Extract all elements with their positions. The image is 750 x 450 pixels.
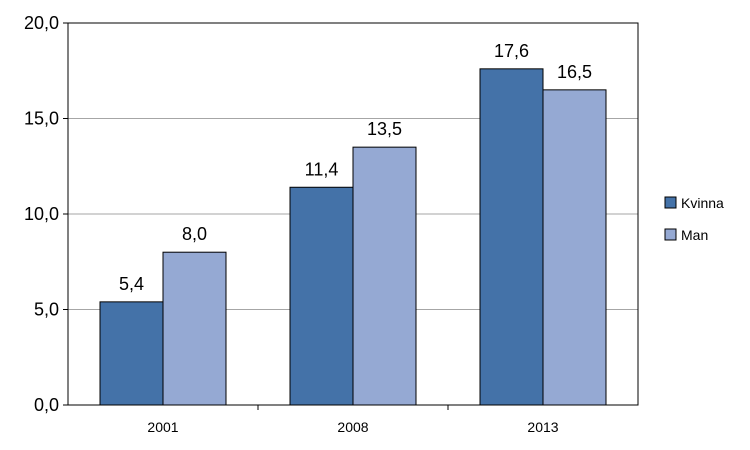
legend-swatch-kvinna — [664, 196, 677, 209]
y-tick-label: 15,0 — [24, 109, 59, 129]
y-tick-label: 0,0 — [34, 395, 59, 415]
axes — [63, 22, 639, 410]
data-label: 11,4 — [305, 159, 339, 179]
bar-man-2013 — [542, 89, 607, 406]
data-label: 5,4 — [119, 274, 144, 294]
y-tick-label: 20,0 — [24, 13, 59, 33]
legend: Kvinna Man — [664, 195, 724, 243]
plot-frame — [67, 22, 639, 406]
labels: 0,0 5,0 10,0 15,0 20,0 5,4 8,0 2001 11,4 13,5 2008… — [24, 13, 592, 435]
y-tick-label: 10,0 — [24, 204, 59, 224]
legend-label-kvinna: Kvinna — [681, 195, 724, 211]
x-tick-label: 2001 — [147, 419, 178, 435]
data-label: 17,6 — [494, 41, 529, 61]
bars — [99, 68, 607, 406]
bar-kvinna-2001 — [99, 301, 164, 406]
data-label: 16,5 — [557, 62, 592, 82]
data-label: 13,5 — [367, 119, 402, 139]
y-tick-label: 5,0 — [34, 300, 59, 320]
legend-label-man: Man — [681, 227, 708, 243]
bar-kvinna-2013 — [479, 68, 544, 406]
bar-kvinna-2008 — [289, 186, 354, 406]
bar-man-2001 — [162, 251, 227, 406]
data-label: 8,0 — [182, 224, 207, 244]
x-tick-label: 2013 — [527, 419, 558, 435]
x-tick-label: 2008 — [337, 419, 368, 435]
bar-man-2008 — [352, 146, 417, 406]
legend-swatch-man — [664, 228, 677, 241]
